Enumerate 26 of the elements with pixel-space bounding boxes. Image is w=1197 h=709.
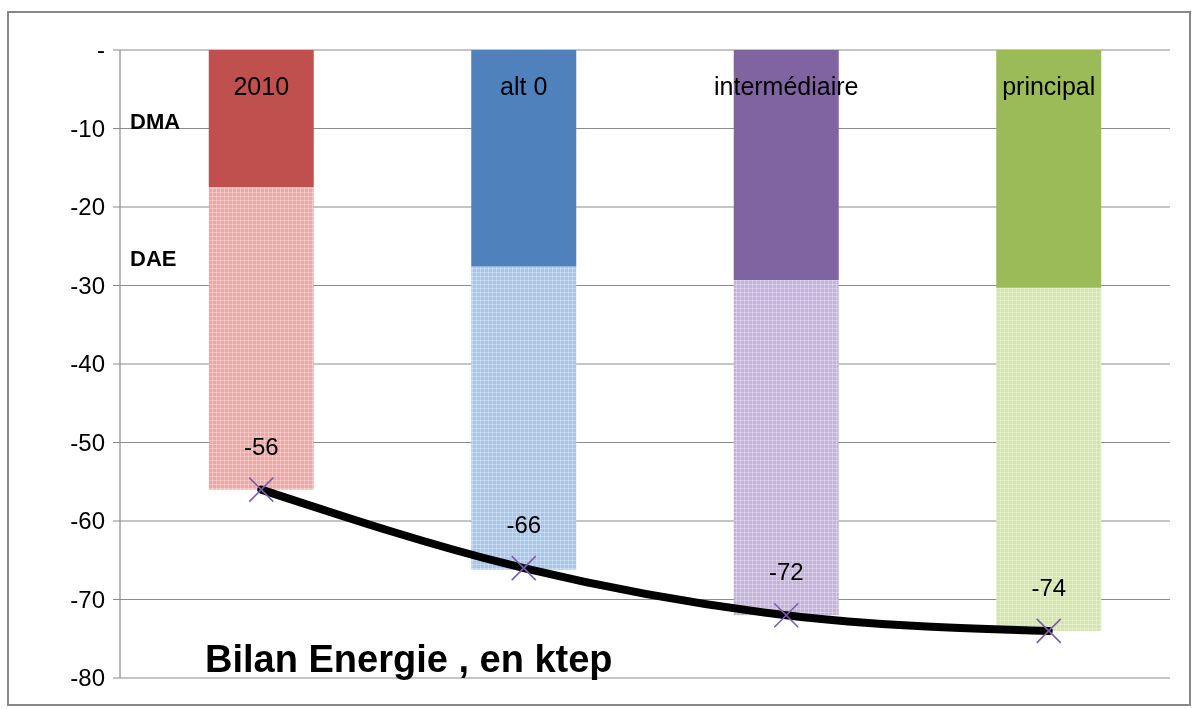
bar xyxy=(208,50,314,188)
bar xyxy=(733,280,839,616)
y-tick-label: -20 xyxy=(70,193,105,221)
series-label: DAE xyxy=(130,245,177,271)
bar xyxy=(996,50,1102,288)
y-tick-label: -50 xyxy=(70,428,105,456)
bar xyxy=(471,50,577,267)
text: Bilan Energie , en ktep xyxy=(205,638,613,680)
y-tick-label: -40 xyxy=(70,350,105,378)
y-tick-label: - xyxy=(97,36,105,64)
data-label: -74 xyxy=(1031,573,1067,601)
y-tick-label: -70 xyxy=(70,585,105,613)
series-label: DMA xyxy=(130,108,181,134)
y-tick-label: -10 xyxy=(70,114,105,142)
bar xyxy=(996,287,1102,631)
bar xyxy=(471,266,577,570)
bar xyxy=(208,187,314,490)
data-label: -56 xyxy=(243,432,279,460)
y-tick-label: -30 xyxy=(70,271,105,299)
y-tick-label: -80 xyxy=(70,664,105,692)
x-tick-label: 2010 xyxy=(233,72,290,100)
data-label: -72 xyxy=(768,558,804,586)
x-tick-label: principal xyxy=(1002,72,1096,100)
y-tick-label: -60 xyxy=(70,507,105,535)
data-label: -66 xyxy=(506,511,542,539)
x-tick-label: alt 0 xyxy=(500,72,548,100)
